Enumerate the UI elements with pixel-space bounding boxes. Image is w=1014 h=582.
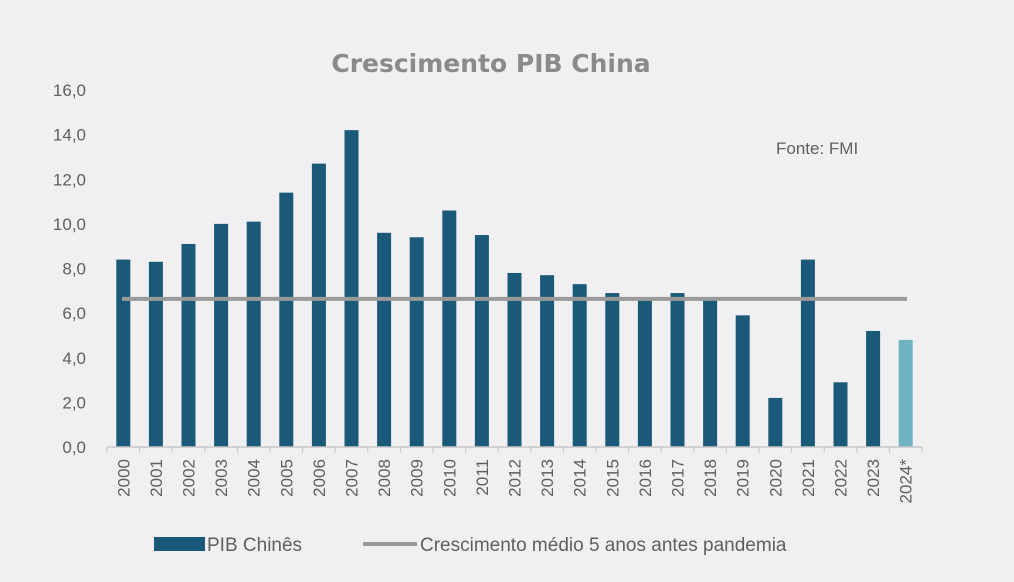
bar <box>246 221 261 447</box>
x-tick-label: 2023 <box>864 459 883 497</box>
y-tick-label: 16,0 <box>53 81 86 100</box>
y-tick-label: 8,0 <box>62 260 86 279</box>
x-tick-label: 2000 <box>114 459 133 497</box>
bar <box>605 293 620 447</box>
x-tick-label: 2011 <box>473 459 492 496</box>
x-tick-label: 2017 <box>669 459 688 497</box>
x-tick-label: 2009 <box>408 459 427 497</box>
bar <box>181 243 196 447</box>
bar <box>442 210 457 447</box>
y-tick-label: 2,0 <box>62 393 86 412</box>
y-tick-label: 6,0 <box>62 304 86 323</box>
bar <box>735 315 750 447</box>
y-tick-label: 14,0 <box>53 126 86 145</box>
y-tick-label: 0,0 <box>62 438 86 457</box>
x-tick-label: 2012 <box>506 459 525 497</box>
legend-swatch-bar <box>154 537 205 551</box>
bar <box>311 163 326 447</box>
x-axis-ticks: 2000 2001 2002 2003 2004 2005 2006 2007 2008 2009… <box>106 447 923 504</box>
y-tick-label: 4,0 <box>62 349 86 368</box>
x-tick-label: 2024* <box>897 459 916 504</box>
x-tick-label: 2016 <box>636 459 655 497</box>
bar <box>637 299 652 447</box>
bar <box>214 223 229 447</box>
x-tick-label: 2021 <box>799 459 818 497</box>
y-tick-label: 10,0 <box>53 215 86 234</box>
chart-title: Crescimento PIB China <box>331 49 650 78</box>
y-axis-ticks: 0,0 2,0 4,0 6,0 8,0 10,0 12,0 14,0 16,0 <box>53 81 86 457</box>
bar <box>507 272 522 447</box>
y-tick-label: 12,0 <box>53 170 86 189</box>
x-tick-label: 2004 <box>245 459 264 497</box>
x-tick-label: 2001 <box>147 459 166 497</box>
bar <box>670 293 685 447</box>
x-tick-label: 2010 <box>440 459 459 497</box>
bar <box>898 339 913 447</box>
bar <box>377 232 392 447</box>
bars <box>116 130 913 447</box>
bar <box>833 382 848 447</box>
x-tick-label: 2003 <box>212 459 231 497</box>
bar <box>409 237 424 447</box>
x-tick-label: 2006 <box>310 459 329 497</box>
bar <box>474 235 489 447</box>
bar <box>800 259 815 447</box>
legend: PIB Chinês Crescimento médio 5 anos ante… <box>154 535 787 556</box>
x-tick-label: 2020 <box>766 459 785 497</box>
bar <box>279 192 294 447</box>
x-tick-label: 2014 <box>571 459 590 497</box>
legend-label-bar: PIB Chinês <box>207 535 302 556</box>
bar <box>866 330 881 447</box>
bar <box>572 284 587 447</box>
x-tick-label: 2013 <box>538 459 557 497</box>
x-tick-label: 2007 <box>343 459 362 497</box>
x-tick-label: 2008 <box>375 459 394 497</box>
x-tick-label: 2005 <box>277 459 296 497</box>
bar <box>344 130 359 447</box>
x-tick-label: 2018 <box>701 459 720 497</box>
legend-label-line: Crescimento médio 5 anos antes pandemia <box>420 535 787 556</box>
x-tick-label: 2019 <box>734 459 753 497</box>
bar <box>540 275 555 447</box>
source-note: Fonte: FMI <box>776 139 858 158</box>
x-tick-label: 2015 <box>603 459 622 497</box>
x-tick-label: 2002 <box>180 459 199 497</box>
x-tick-label: 2022 <box>832 459 851 497</box>
bar <box>148 261 163 447</box>
bar <box>768 397 783 447</box>
bar <box>116 259 131 447</box>
bar <box>703 299 718 447</box>
